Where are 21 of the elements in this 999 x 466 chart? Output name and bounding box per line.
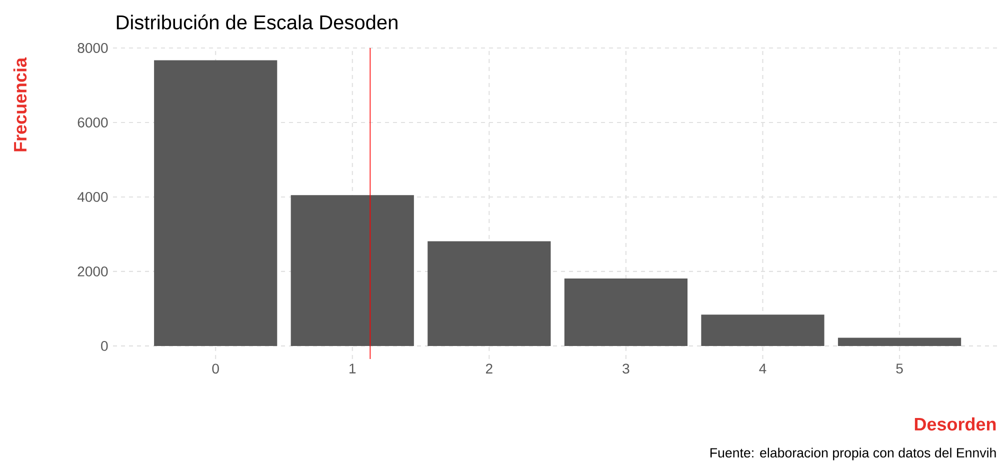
y-tick-label: 4000 bbox=[77, 192, 108, 202]
bar bbox=[564, 278, 688, 346]
x-tick-label: 5 bbox=[896, 364, 903, 374]
y-tick-label: 6000 bbox=[78, 118, 108, 128]
x-tick-label: 2 bbox=[486, 364, 492, 374]
x-tick-label: 1 bbox=[350, 364, 356, 374]
y-tick-label: 8000 bbox=[78, 43, 108, 53]
y-axis-title: Frecuencia bbox=[13, 57, 27, 152]
x-tick-label: 0 bbox=[212, 364, 219, 374]
y-tick-label: 2000 bbox=[78, 266, 108, 276]
bar bbox=[428, 241, 551, 346]
x-tick-label: 4 bbox=[759, 364, 766, 374]
chart-title: Distribución de Escala Desoden bbox=[116, 14, 398, 30]
bar bbox=[290, 195, 414, 346]
x-axis-title: Desorden bbox=[914, 417, 996, 431]
y-tick-label: 0 bbox=[101, 341, 108, 351]
x-tick-label: 3 bbox=[622, 364, 630, 374]
bar bbox=[154, 60, 278, 346]
bar bbox=[838, 338, 962, 346]
bar bbox=[701, 314, 824, 346]
source-note: Fuente: elaboracion propia con datos del Ennvih bbox=[710, 448, 996, 460]
